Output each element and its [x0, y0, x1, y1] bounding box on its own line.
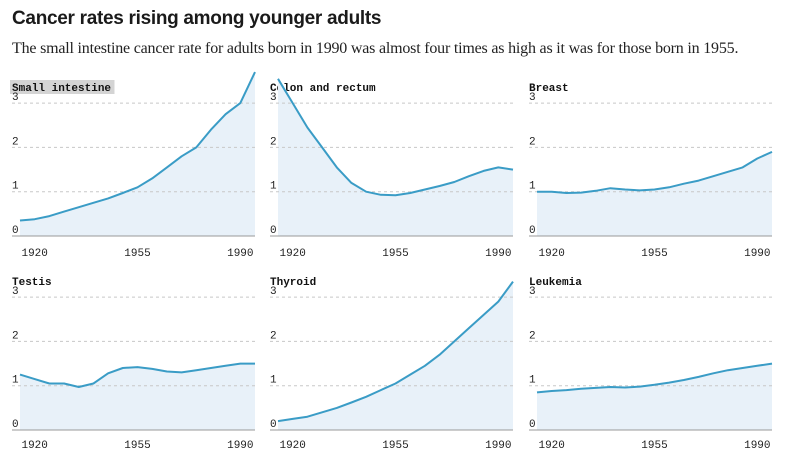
x-tick-label: 1920 — [21, 440, 47, 452]
x-tick-label: 1920 — [21, 248, 47, 260]
series-area — [20, 72, 255, 236]
x-tick-label: 1990 — [744, 440, 770, 452]
y-tick-label: 2 — [270, 136, 277, 148]
panel-title: Thyroid — [270, 277, 316, 289]
panel-title: Small intestine — [12, 83, 111, 95]
x-tick-label: 1955 — [641, 248, 667, 260]
y-tick-label: 0 — [12, 419, 19, 431]
y-tick-label: 1 — [270, 375, 277, 387]
y-tick-label: 3 — [529, 286, 536, 298]
x-tick-label: 1955 — [641, 440, 667, 452]
y-tick-label: 0 — [12, 225, 19, 237]
y-tick-label: 2 — [12, 330, 19, 342]
x-tick-label: 1990 — [485, 440, 511, 452]
x-tick-label: 1920 — [279, 248, 305, 260]
y-tick-label: 2 — [12, 136, 19, 148]
y-tick-label: 0 — [529, 419, 536, 431]
y-tick-label: 2 — [529, 330, 536, 342]
y-tick-label: 3 — [12, 92, 19, 104]
y-tick-label: 1 — [529, 181, 536, 193]
series-line — [19, 71, 256, 222]
y-tick-label: 1 — [270, 181, 277, 193]
series-area — [20, 363, 255, 430]
x-tick-label: 1955 — [382, 440, 408, 452]
y-tick-label: 3 — [270, 92, 277, 104]
x-tick-label: 1920 — [538, 440, 564, 452]
series-line — [536, 362, 773, 394]
panel-thyroid: Thyroid 0 1 2 3 1920 1955 1990 — [270, 277, 514, 452]
panel-title: Testis — [12, 277, 52, 289]
panel-title: Leukemia — [529, 277, 582, 289]
x-tick-label: 1955 — [124, 440, 150, 452]
panel-leukemia: Leukemia 0 1 2 3 1920 1955 1990 — [529, 277, 773, 452]
series-line — [277, 281, 514, 423]
y-tick-label: 3 — [12, 286, 19, 298]
panel-breast: Breast 0 1 2 3 1920 1955 1990 — [529, 83, 773, 260]
panel-colon-and-rectum: Colon and rectum 0 1 2 3 1920 1955 1990 — [270, 78, 514, 260]
panel-testis: Testis 0 1 2 3 1920 1955 1990 — [12, 277, 255, 452]
x-tick-label: 1990 — [485, 248, 511, 260]
panel-title: Colon and rectum — [270, 83, 376, 95]
series-line — [277, 78, 514, 197]
y-tick-label: 0 — [270, 225, 277, 237]
panel-title: Breast — [529, 83, 569, 95]
series-area — [278, 78, 513, 236]
panel-title-highlight — [10, 80, 115, 94]
x-tick-label: 1990 — [227, 440, 253, 452]
series-line — [537, 150, 773, 194]
y-tick-label: 0 — [529, 225, 536, 237]
y-tick-label: 2 — [270, 330, 277, 342]
y-tick-label: 1 — [529, 375, 536, 387]
x-tick-label: 1990 — [744, 248, 770, 260]
y-tick-label: 1 — [12, 375, 19, 387]
series-area — [537, 363, 772, 430]
x-tick-label: 1990 — [227, 248, 253, 260]
x-tick-label: 1920 — [279, 440, 305, 452]
y-tick-label: 0 — [270, 419, 277, 431]
x-tick-label: 1955 — [382, 248, 408, 260]
y-tick-label: 1 — [12, 181, 19, 193]
x-tick-label: 1920 — [538, 248, 564, 260]
series-line — [19, 362, 255, 388]
chart-title: Cancer rates rising among younger adults — [12, 8, 382, 29]
panel-small-intestine: Small intestine 0 1 2 3 1920 1955 1990 — [10, 71, 256, 260]
series-area — [278, 281, 513, 430]
y-tick-label: 3 — [270, 286, 277, 298]
y-tick-label: 2 — [529, 136, 536, 148]
x-tick-label: 1955 — [124, 248, 150, 260]
series-area — [537, 151, 772, 236]
y-tick-label: 3 — [529, 92, 536, 104]
chart-subtitle: The small intestine cancer rate for adul… — [12, 40, 739, 57]
